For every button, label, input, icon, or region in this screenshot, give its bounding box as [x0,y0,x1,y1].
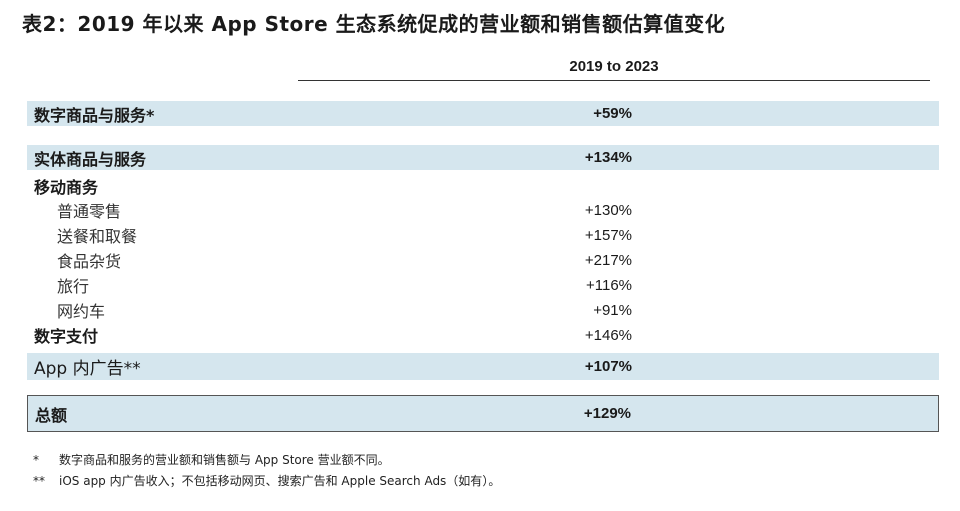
table-row-physical: 实体商品与服务 +134% [27,145,939,170]
row-value: +146% [584,326,632,344]
row-value: +130% [584,201,632,219]
row-value: +157% [584,226,632,244]
row-label: 网约车 [57,302,106,321]
row-label: 送餐和取餐 [57,227,138,246]
table-row-inapp-ads: App 内广告** +107% [27,353,939,380]
footnote-text: 数字商品和服务的营业额和销售额与 App Store 营业额不同。 [59,453,390,467]
row-value: +217% [584,251,632,269]
table-row-travel: 旅行 +116% [27,273,939,297]
row-value: +59% [593,105,632,122]
row-label: 食品杂货 [57,252,122,271]
row-label: 数字商品与服务* [34,105,155,125]
row-label: 实体商品与服务 [34,149,147,169]
row-label: 总额 [35,405,68,425]
footnote-text: iOS app 内广告收入；不包括移动网页、搜索广告和 Apple Search… [59,474,501,488]
table-row-payments: 数字支付 +146% [27,323,939,347]
row-value: +91% [593,301,632,319]
row-value: +134% [584,149,632,166]
row-label: 旅行 [57,277,90,296]
row-label: 数字支付 [34,327,99,346]
footnote-1: * 数字商品和服务的营业额和销售额与 App Store 营业额不同。 [33,451,390,468]
footnote-mark: ** [33,474,45,488]
footnote-mark: * [33,453,39,467]
table-title: 表2：2019 年以来 App Store 生态系统促成的营业额和销售额估算值变… [22,12,726,36]
footnote-2: ** iOS app 内广告收入；不包括移动网页、搜索广告和 Apple Sear… [33,472,500,489]
row-label: 普通零售 [57,202,122,221]
table-row-delivery: 送餐和取餐 +157% [27,223,939,247]
column-header: 2019 to 2023 [298,58,930,81]
column-header-label: 2019 to 2023 [569,58,659,75]
row-value: +107% [584,358,632,375]
row-value: +116% [585,276,632,294]
row-value: +129% [583,405,631,422]
table-row-total: 总额 +129% [27,395,939,432]
row-label: App 内广告** [34,359,141,379]
row-label: 移动商务 [34,178,99,197]
table-row-grocery: 食品杂货 +217% [27,248,939,272]
table-row-ridehailing: 网约车 +91% [27,298,939,322]
table-row-mcommerce: 移动商务 [27,174,939,198]
table-row-retail: 普通零售 +130% [27,198,939,222]
table-row-digital: 数字商品与服务* +59% [27,101,939,126]
